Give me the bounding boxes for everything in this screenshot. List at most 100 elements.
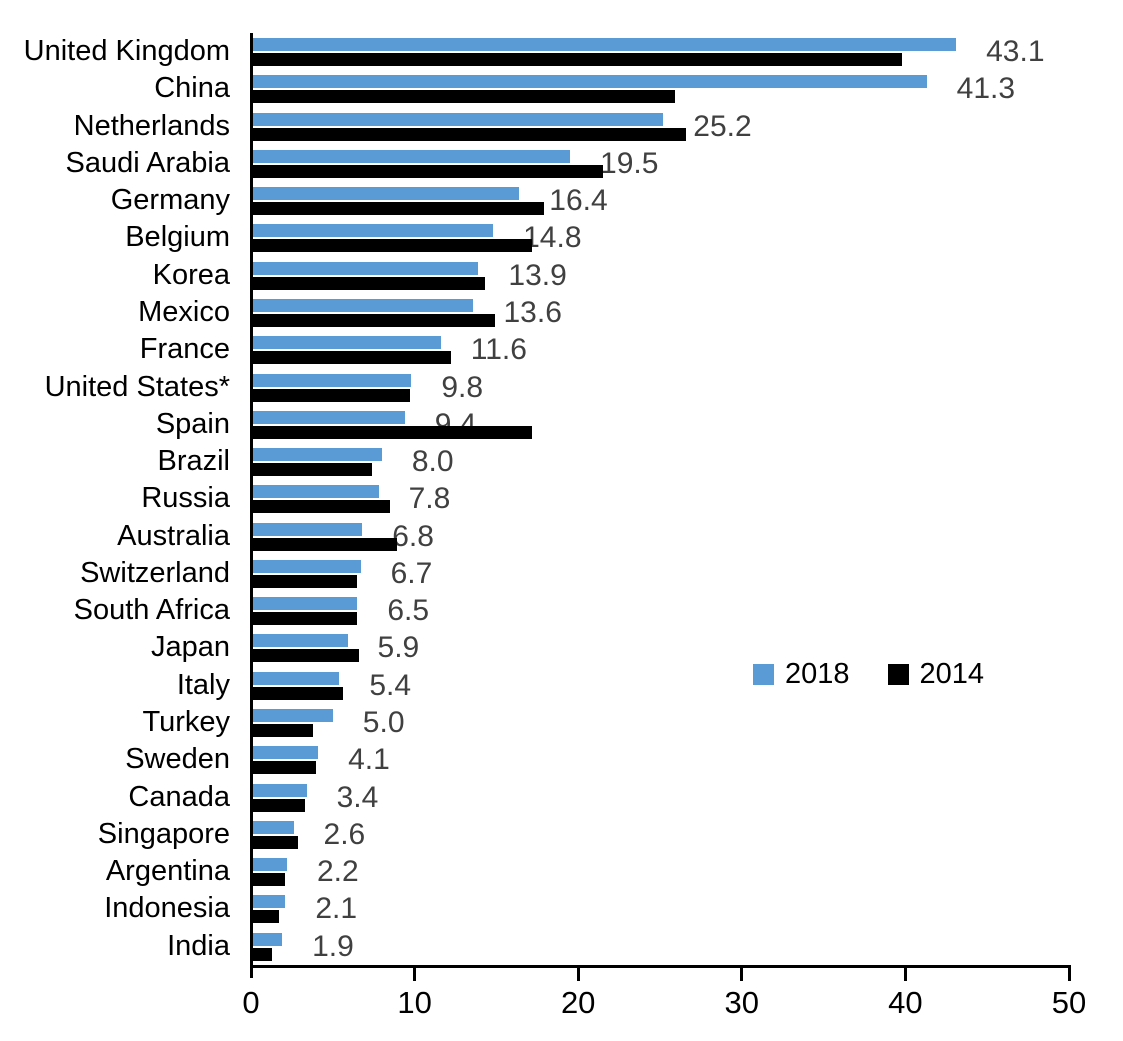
- legend-item-2014: 2014: [887, 657, 985, 691]
- x-tick-label: 50: [1051, 985, 1087, 1020]
- bar-2018: [253, 783, 307, 797]
- bar-2018: [253, 634, 348, 648]
- bar-2018: [253, 336, 441, 350]
- bar-2018: [253, 373, 412, 387]
- legend-label-2018: 2018: [785, 657, 850, 690]
- bar-2014: [253, 537, 397, 551]
- category-label: Korea: [152, 258, 230, 291]
- category-label: Singapore: [97, 817, 230, 850]
- value-label: 25.2: [693, 109, 752, 143]
- bar-2014: [253, 202, 544, 216]
- value-label: 19.5: [600, 146, 659, 180]
- x-tick: [903, 968, 907, 981]
- value-label: 14.8: [523, 221, 582, 255]
- bar-2018: [253, 75, 927, 89]
- x-tick-label: 30: [724, 985, 760, 1020]
- x-tick-label: 40: [888, 985, 923, 1020]
- value-label: 4.1: [348, 743, 390, 777]
- value-label: 7.8: [408, 482, 451, 516]
- legend-swatch-2018-icon: [753, 663, 774, 685]
- bar-2018: [253, 671, 340, 685]
- value-label: 6.5: [387, 594, 430, 628]
- legend-swatch-2014-icon: [887, 663, 909, 685]
- bar-2014: [253, 351, 451, 365]
- value-label: 6.7: [390, 556, 433, 590]
- value-label: 41.3: [956, 72, 1016, 106]
- bar-2014: [253, 724, 314, 738]
- category-label: Turkey: [142, 706, 230, 739]
- value-label: 2.2: [316, 855, 359, 889]
- value-label: 16.4: [549, 184, 608, 218]
- y-axis-line: [250, 33, 253, 978]
- category-label: France: [139, 333, 230, 366]
- category-label: United States*: [44, 370, 230, 403]
- bar-2014: [253, 612, 358, 626]
- bar-2014: [253, 910, 279, 924]
- bar-2018: [253, 224, 494, 238]
- x-tick: [413, 968, 417, 981]
- x-tick: [740, 968, 744, 981]
- category-label: Argentina: [105, 855, 230, 888]
- bar-2014: [253, 649, 359, 663]
- value-label: 5.9: [377, 631, 420, 665]
- bar-2018: [253, 597, 358, 611]
- legend-label-2014: 2014: [919, 657, 985, 690]
- bar-2014: [253, 276, 485, 290]
- value-label: 13.6: [503, 295, 562, 329]
- bar-2018: [253, 932, 283, 946]
- bar-2014: [253, 761, 317, 775]
- bar-2018: [253, 820, 294, 834]
- category-label: Switzerland: [80, 556, 230, 589]
- bar-2014: [253, 90, 675, 104]
- bar-2014: [253, 239, 533, 253]
- bar-2014: [253, 425, 533, 439]
- bar-2014: [253, 164, 603, 178]
- category-label: Mexico: [138, 295, 230, 328]
- bar-2014: [253, 798, 305, 812]
- x-tick-label: 20: [560, 985, 596, 1020]
- value-label: 2.6: [323, 817, 366, 851]
- bar-2018: [253, 261, 479, 275]
- category-label: Russia: [141, 482, 230, 515]
- bar-2018: [253, 410, 405, 424]
- x-tick: [576, 968, 580, 981]
- value-label: 9.8: [441, 370, 484, 404]
- value-label: 2.1: [315, 892, 358, 926]
- bar-2018: [253, 895, 286, 909]
- bar-2018: [253, 559, 361, 573]
- category-label: India: [167, 929, 230, 962]
- category-label: South Africa: [73, 594, 230, 627]
- value-label: 3.4: [336, 780, 379, 814]
- bar-2014: [253, 686, 343, 700]
- bar-2014: [253, 500, 391, 514]
- bar-2014: [253, 835, 299, 849]
- bar-2014: [253, 388, 410, 402]
- bar-2014: [253, 873, 286, 887]
- bar-2018: [253, 38, 957, 51]
- bar-2014: [253, 574, 358, 588]
- category-label: Japan: [150, 631, 230, 664]
- bar-2018: [253, 709, 333, 723]
- category-label: Germany: [110, 184, 230, 217]
- category-label: China: [154, 72, 230, 105]
- legend: 2018 2014: [753, 653, 984, 695]
- category-label: Brazil: [157, 445, 230, 478]
- bar-2014: [253, 127, 687, 141]
- bar-2014: [253, 53, 903, 66]
- bar-2018: [253, 522, 363, 536]
- bar-2018: [253, 448, 382, 462]
- category-label: Saudi Arabia: [65, 146, 230, 179]
- bar-2014: [253, 947, 273, 961]
- category-label: Indonesia: [104, 892, 230, 925]
- category-label: Australia: [117, 519, 230, 552]
- bar-2018: [253, 298, 474, 312]
- value-label: 6.8: [392, 519, 434, 553]
- x-axis-line: [250, 965, 1071, 968]
- legend-item-2018: 2018: [753, 658, 850, 691]
- category-label: Canada: [128, 780, 230, 813]
- bar-2018: [253, 187, 520, 201]
- category-label: Netherlands: [73, 109, 230, 142]
- value-label: 5.4: [369, 668, 412, 702]
- value-label: 5.0: [362, 706, 405, 740]
